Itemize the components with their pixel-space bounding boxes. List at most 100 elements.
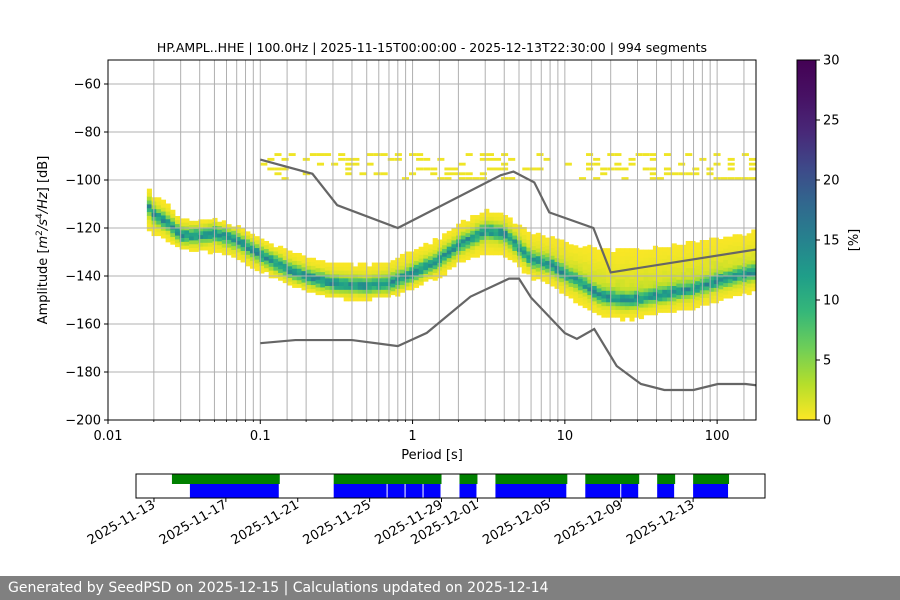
heatmap-cell bbox=[624, 252, 630, 257]
heatmap-cell bbox=[479, 247, 485, 252]
heatmap-cell bbox=[610, 263, 616, 268]
heatmap-cell bbox=[624, 259, 630, 264]
heatmap-cell bbox=[235, 252, 241, 257]
heatmap-cell bbox=[268, 266, 274, 271]
heatmap-cell bbox=[718, 288, 724, 294]
high-noise-model-line bbox=[259, 158, 756, 274]
heatmap-cell bbox=[610, 313, 616, 318]
heatmap-cell bbox=[437, 239, 443, 244]
heatmap-cell bbox=[226, 228, 232, 233]
heatmap-cell bbox=[353, 285, 359, 290]
y-axis-label: Amplitude [m2/s4/Hz] [dB] bbox=[35, 156, 51, 325]
heatmap-cell bbox=[606, 286, 612, 291]
heatmap-cell bbox=[559, 281, 565, 286]
heatmap-cell bbox=[648, 268, 654, 274]
heatmap-sparse-cell bbox=[727, 167, 735, 171]
heatmap-cell bbox=[545, 241, 551, 246]
heatmap-cell bbox=[484, 212, 490, 217]
heatmap-cell bbox=[638, 295, 644, 300]
heatmap-cell bbox=[240, 239, 246, 244]
heatmap-cell bbox=[634, 290, 640, 295]
heatmap-cell bbox=[568, 271, 574, 276]
heatmap-cell bbox=[573, 283, 579, 288]
heatmap-cell bbox=[685, 298, 691, 303]
heatmap-cell bbox=[713, 272, 719, 277]
heatmap-cell bbox=[690, 290, 696, 296]
heatmap-cell bbox=[245, 231, 251, 236]
heatmap-cell bbox=[606, 252, 612, 257]
heatmap-cell bbox=[737, 268, 743, 274]
heatmap-cell bbox=[554, 265, 560, 270]
heatmap-cell bbox=[165, 215, 171, 220]
heatmap-cell bbox=[310, 284, 316, 289]
heatmap-cell bbox=[428, 244, 434, 249]
heatmap-cell bbox=[460, 235, 466, 240]
heatmap-cell bbox=[264, 264, 270, 269]
heatmap-cell bbox=[624, 278, 630, 284]
heatmap-cell bbox=[596, 288, 602, 293]
heatmap-cell bbox=[549, 278, 555, 283]
heatmap-cell bbox=[512, 231, 518, 236]
heatmap-sparse-cell bbox=[373, 153, 381, 156]
heatmap-cell bbox=[573, 276, 579, 281]
heatmap-cell bbox=[643, 303, 649, 308]
heatmap-cell bbox=[306, 276, 312, 282]
heatmap-cell bbox=[540, 250, 546, 255]
date-tick-label: 2025-11-21 bbox=[229, 497, 302, 548]
heatmap-cell bbox=[648, 253, 654, 258]
processed-span bbox=[459, 484, 477, 498]
heatmap-cell bbox=[212, 217, 218, 223]
heatmap-cell bbox=[470, 215, 476, 220]
heatmap-cell bbox=[545, 256, 551, 262]
heatmap-cell bbox=[662, 289, 668, 294]
heatmap-cell bbox=[409, 274, 415, 279]
heatmap-cell bbox=[296, 260, 302, 265]
heatmap-cell bbox=[573, 272, 579, 277]
heatmap-cell bbox=[512, 250, 518, 255]
heatmap-cell bbox=[174, 235, 181, 240]
heatmap-cell bbox=[249, 256, 256, 262]
heatmap-cell bbox=[324, 293, 331, 298]
heatmap-cell bbox=[610, 259, 616, 264]
heatmap-cell bbox=[184, 245, 190, 250]
heatmap-cell bbox=[353, 289, 359, 294]
heatmap-cell bbox=[657, 270, 663, 275]
heatmap-cell bbox=[629, 305, 635, 310]
heatmap-cell bbox=[751, 267, 756, 273]
heatmap-cell bbox=[592, 247, 598, 252]
heatmap-cell bbox=[170, 217, 176, 222]
heatmap-cell bbox=[226, 235, 232, 240]
heatmap-cell bbox=[301, 274, 307, 279]
heatmap-cell bbox=[390, 275, 396, 280]
heatmap-cell bbox=[676, 283, 682, 288]
heatmap-cell bbox=[357, 281, 363, 286]
heatmap-cell bbox=[273, 262, 279, 267]
heatmap-cell bbox=[732, 288, 738, 293]
heatmap-cell bbox=[446, 230, 452, 236]
heatmap-cell bbox=[156, 224, 162, 229]
heatmap-cell bbox=[695, 288, 701, 293]
heatmap-cell bbox=[470, 234, 476, 239]
heatmap-cell bbox=[554, 269, 560, 274]
heatmap-cell bbox=[334, 293, 340, 298]
heatmap-cell bbox=[521, 269, 527, 274]
heatmap-cell bbox=[432, 238, 438, 243]
heatmap-cell bbox=[648, 276, 654, 281]
heatmap-cell bbox=[709, 264, 715, 269]
heatmap-cell bbox=[268, 247, 274, 252]
heatmap-cell bbox=[634, 298, 640, 303]
heatmap-cell bbox=[399, 253, 405, 259]
heatmap-cell bbox=[193, 220, 199, 226]
heatmap-cell bbox=[718, 250, 724, 255]
heatmap-cell bbox=[704, 240, 710, 245]
heatmap-sparse-cell bbox=[593, 157, 601, 161]
heatmap-cell bbox=[577, 301, 584, 306]
heatmap-cell bbox=[465, 228, 471, 234]
heatmap-sparse-cell bbox=[479, 177, 487, 180]
heatmap-cell bbox=[507, 255, 513, 261]
heatmap-cell bbox=[620, 259, 626, 264]
heatmap-cell bbox=[601, 298, 607, 303]
heatmap-cell bbox=[409, 266, 415, 272]
heatmap-sparse-cell bbox=[649, 177, 657, 180]
heatmap-cell bbox=[217, 244, 223, 250]
